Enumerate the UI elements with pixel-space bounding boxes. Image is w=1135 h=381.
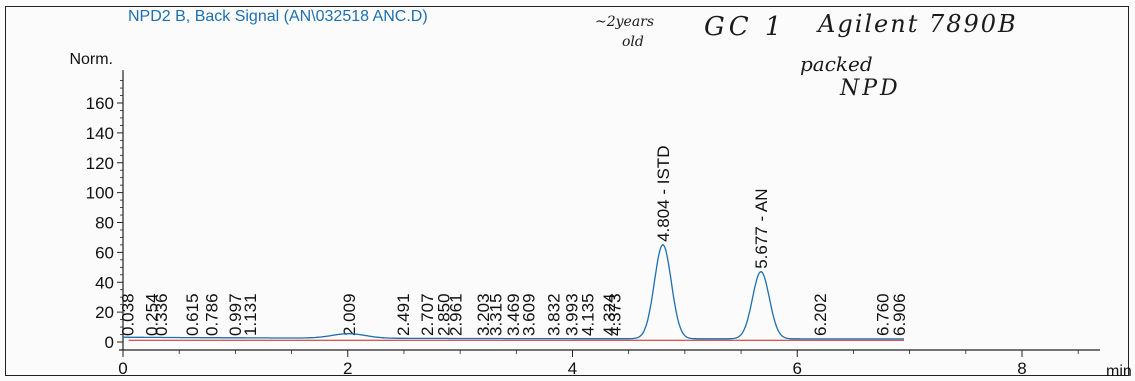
rt-label: 0.336	[152, 293, 171, 336]
rt-label: 0.038	[118, 293, 137, 336]
rt-label: 0.254	[143, 293, 162, 336]
rt-label: 4.373	[605, 293, 624, 336]
rt-label: 4.135	[579, 293, 598, 336]
y-tick-label: 0	[105, 333, 114, 352]
rt-label: 3.469	[504, 293, 523, 336]
x-tick-label: 4	[568, 359, 577, 378]
rt-label: 6.202	[811, 293, 830, 336]
rt-label: 3.609	[520, 293, 539, 336]
rt-label: 6.760	[874, 293, 893, 336]
rt-label: 0.615	[183, 293, 202, 336]
y-tick-label: 140	[86, 124, 114, 143]
peak-label: 5.677 - AN	[752, 188, 771, 268]
note-packed: packed	[800, 52, 873, 76]
rt-label: 0.786	[202, 293, 221, 336]
peak-label: 4.804 - ISTD	[654, 146, 673, 242]
y-axis-label: Norm.	[69, 51, 113, 68]
y-tick-label: 160	[86, 94, 114, 113]
rt-label: 1.131	[241, 293, 260, 336]
note-gc: GC 1	[704, 12, 786, 42]
note-instrument: Agilent 7890B	[818, 10, 1018, 38]
x-tick-label: 6	[793, 359, 802, 378]
x-tick-label: 2	[343, 359, 352, 378]
rt-label: 2.850	[434, 293, 453, 336]
rt-label: 2.707	[418, 293, 437, 336]
y-tick-label: 60	[95, 243, 114, 262]
rt-label: 4.324	[600, 293, 619, 336]
rt-label: 2.491	[394, 293, 413, 336]
note-detector: NPD	[840, 76, 901, 101]
note-age: ~2years	[595, 14, 655, 30]
x-tick-label: 0	[118, 359, 127, 378]
y-tick-label: 100	[86, 184, 114, 203]
rt-label: 0.997	[226, 293, 245, 336]
y-tick-label: 20	[95, 303, 114, 322]
plot-frame	[5, 6, 1129, 376]
rt-label: 2.009	[340, 293, 359, 336]
y-tick-label: 40	[95, 273, 114, 292]
x-axis-label: min	[1106, 363, 1132, 380]
rt-label: 3.832	[545, 293, 564, 336]
signal-trace	[123, 244, 904, 340]
rt-label: 2.961	[447, 293, 466, 336]
rt-label: 3.203	[474, 293, 493, 336]
y-tick-label: 80	[95, 214, 114, 233]
chart-title: NPD2 B, Back Signal (AN\032518 ANC.D)	[128, 8, 428, 25]
rt-label: 6.906	[890, 293, 909, 336]
rt-label: 3.993	[563, 293, 582, 336]
x-tick-label: 8	[1017, 359, 1026, 378]
note-old: old	[622, 34, 644, 50]
y-tick-label: 120	[86, 154, 114, 173]
rt-label: 3.315	[487, 293, 506, 336]
